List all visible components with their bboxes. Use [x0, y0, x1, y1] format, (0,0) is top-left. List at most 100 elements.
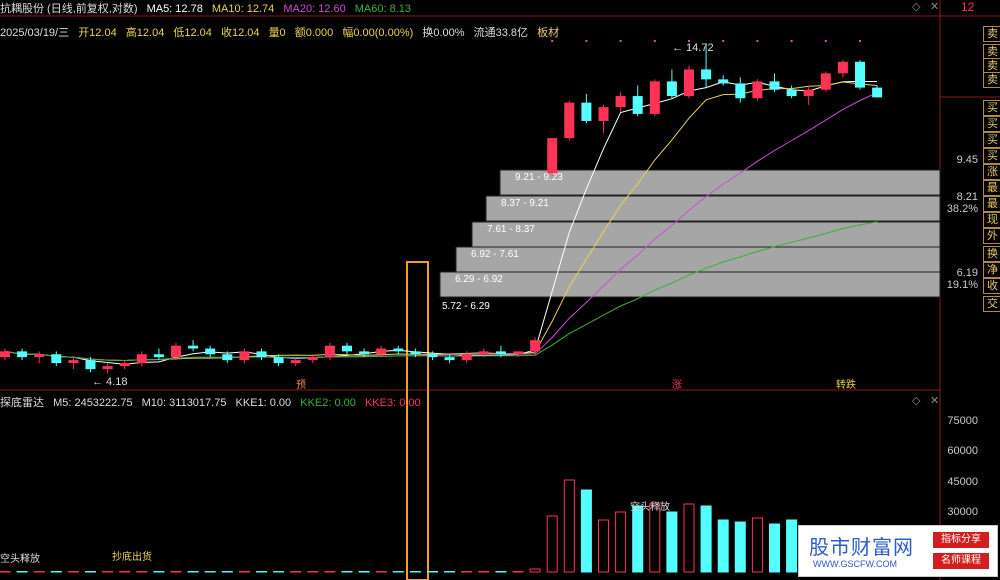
- amount-label: 额0.000: [294, 27, 334, 39]
- watermark-tag: 名师课程: [933, 553, 989, 569]
- candle-body: [495, 351, 506, 355]
- candle-body: [171, 345, 181, 358]
- candle-body: [632, 96, 643, 114]
- quote-panel-item[interactable]: 买: [983, 132, 1000, 148]
- quote-panel-item[interactable]: 买: [983, 116, 1000, 132]
- chip-zone: [485, 195, 941, 222]
- top-marker: [619, 40, 622, 42]
- signal-label: 转跌: [836, 378, 856, 391]
- ma60-label: MA60: 8.13: [354, 3, 412, 15]
- candle-body: [51, 354, 62, 364]
- top-marker: [722, 40, 725, 42]
- candle-body: [718, 79, 729, 84]
- candle-body: [820, 73, 831, 90]
- candle-body: [307, 357, 318, 361]
- chip-zone: [471, 221, 941, 248]
- diamond-icon[interactable]: ◇: [912, 395, 921, 407]
- quote-panel-item[interactable]: 最: [983, 196, 1000, 212]
- ma-line: [4, 221, 878, 362]
- chip-zone-label: 8.37 - 9.21: [501, 198, 549, 209]
- watermark-title: 股市财富网: [809, 535, 914, 559]
- candle-body: [513, 351, 523, 355]
- release-label: 空头释放: [0, 552, 40, 565]
- quote-panel-item[interactable]: 换: [983, 246, 1000, 262]
- top-marker: [551, 40, 554, 42]
- stock-name: 抗耦股份 (日线,前复权,对数): [0, 3, 138, 15]
- chip-zone-label: 9.21 - 9.23: [515, 172, 563, 183]
- candle-body: [393, 348, 404, 352]
- volume-bar: [786, 519, 798, 573]
- candle-body: [222, 354, 233, 361]
- price-axis-label: 38.2%: [947, 203, 978, 215]
- quote-panel-item[interactable]: 买: [983, 148, 1000, 164]
- top-marker: [653, 40, 656, 42]
- indicator-header: 抗耦股份 (日线,前复权,对数) MA5: 12.78 MA10: 12.74 …: [0, 0, 417, 15]
- candle-body: [102, 366, 113, 370]
- candle-body: [478, 351, 489, 355]
- quote-panel-item[interactable]: 收: [983, 278, 1000, 294]
- quote-panel-item[interactable]: 买: [983, 100, 1000, 116]
- candle-body: [837, 61, 848, 74]
- diamond-icon[interactable]: ◇: [912, 1, 921, 13]
- candle-body: [444, 357, 455, 361]
- quote-panel-item[interactable]: 外: [983, 228, 1000, 244]
- candle-body: [684, 69, 694, 97]
- quote-panel-item[interactable]: 卖: [983, 72, 1000, 88]
- candle-body: [119, 363, 130, 367]
- ma10-label: MA10: 12.74: [211, 3, 275, 15]
- candle-body: [68, 360, 79, 364]
- candle-body: [803, 89, 814, 97]
- candle-body: [855, 61, 865, 88]
- high-price-label: ← 14.72: [672, 42, 714, 54]
- top-marker: [859, 40, 861, 42]
- release-label: 空头释放: [630, 500, 670, 513]
- candle-body: [376, 348, 387, 355]
- volume-bar: [358, 570, 370, 573]
- quote-panel-item[interactable]: 现: [983, 212, 1000, 228]
- close-icon[interactable]: ✕: [930, 1, 940, 13]
- watermark-tag: 指标分享: [933, 532, 989, 548]
- candle-body: [615, 96, 626, 108]
- sub-name: 探底雷达: [0, 397, 44, 409]
- top-marker: [688, 40, 690, 42]
- chip-zone-label: 6.92 - 7.61: [471, 249, 519, 260]
- chip-zone: [455, 246, 941, 273]
- volume-axis-label: 45000: [947, 476, 978, 488]
- quote-panel-item[interactable]: 交: [983, 296, 1000, 312]
- close-icon[interactable]: ✕: [930, 395, 940, 407]
- volume-bar: [85, 571, 96, 573]
- volume-axis-label: 30000: [947, 506, 978, 518]
- sector-label: 板材: [537, 27, 560, 39]
- date-label: 2025/03/19/三: [0, 27, 70, 39]
- volume-bar: [598, 519, 609, 573]
- volume-bar: [649, 503, 661, 573]
- candle-body: [34, 354, 45, 358]
- candle-body: [410, 351, 421, 355]
- volume-bar: [615, 511, 627, 573]
- low-price-label: ← 4.18: [92, 376, 127, 388]
- quote-panel-item[interactable]: 最: [983, 180, 1000, 196]
- price-axis-label: 19.1%: [947, 279, 978, 291]
- candle-body: [324, 345, 335, 358]
- volume-bar: [341, 570, 353, 573]
- candle-body: [461, 354, 472, 361]
- quote-panel-item[interactable]: 卖: [983, 26, 1000, 42]
- candle-body: [786, 89, 797, 97]
- sub-indicator-header: 探底雷达 M5: 2453222.75 M10: 3113017.75 KKE1…: [0, 394, 427, 410]
- right-quote-panel: 12 卖卖卖卖买买买买涨最最现外换净收交: [955, 0, 1000, 580]
- candle-body: [581, 102, 592, 121]
- candle-body: [136, 354, 147, 364]
- quote-panel-item[interactable]: 涨: [983, 164, 1000, 180]
- volume-bar: [50, 570, 62, 573]
- signal-label: 预: [296, 379, 306, 391]
- chip-zone-label: 7.61 - 8.37: [487, 224, 535, 235]
- volume-bar: [683, 503, 695, 573]
- candle-body: [564, 102, 575, 139]
- volume-bar: [427, 571, 438, 573]
- volume-bar: [734, 521, 746, 573]
- kke2-label: KKE2: 0.00: [300, 397, 356, 409]
- candle-body: [598, 107, 609, 121]
- candle-body: [290, 360, 301, 364]
- quote-panel-item[interactable]: 净: [983, 262, 1000, 278]
- candle-body: [752, 81, 763, 99]
